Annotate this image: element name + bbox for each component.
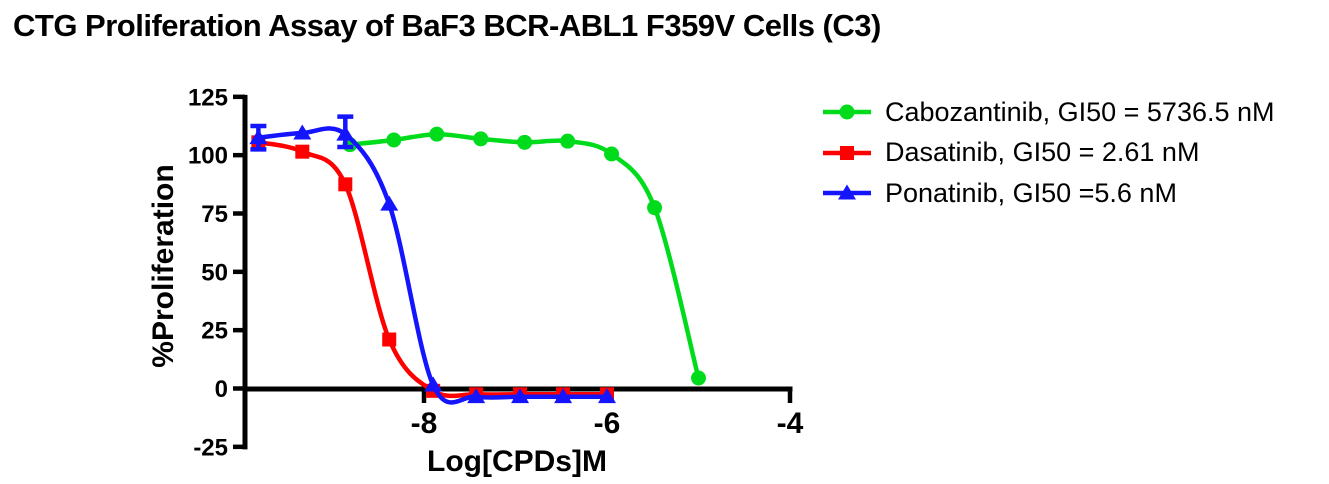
plot-area: 125 100 75 50 25 0 -25 -8 -6 -4	[188, 84, 804, 461]
data-point-ponatinib	[249, 129, 268, 145]
data-point-cabozantinib	[429, 126, 445, 142]
x-tick-label: -8	[411, 407, 438, 440]
data-point-ponatinib	[336, 125, 355, 141]
series-curve-ponatinib	[256, 126, 610, 405]
circle-marker-icon	[823, 104, 871, 120]
data-point-dasatinib	[338, 177, 353, 192]
legend-label-ponatinib: Ponatinib, GI50 =5.6 nM	[885, 177, 1177, 208]
legend-item-dasatinib: Dasatinib, GI50 = 2.61 nM	[822, 133, 1275, 174]
data-point-cabozantinib	[517, 134, 533, 150]
data-point-dasatinib	[382, 332, 397, 347]
data-point-cabozantinib	[560, 133, 576, 149]
legend-item-cabozantinib: Cabozantinib, GI50 = 5736.5 nM	[822, 92, 1275, 133]
data-point-ponatinib	[598, 388, 616, 404]
data-point-dasatinib	[295, 144, 310, 159]
data-point-cabozantinib	[473, 131, 489, 147]
legend-label-dasatinib: Dasatinib, GI50 = 2.61 nM	[885, 137, 1200, 168]
triangle-marker-icon	[823, 184, 871, 200]
y-tick-label: 50	[201, 259, 228, 286]
x-tick-label: -6	[594, 407, 621, 440]
square-marker-icon	[823, 145, 871, 160]
legend-label-cabozantinib: Cabozantinib, GI50 = 5736.5 nM	[885, 96, 1275, 127]
y-tick-label: 125	[188, 84, 228, 111]
x-tick-label: -4	[777, 407, 804, 440]
y-tick-label: 100	[188, 143, 228, 170]
series-curve-dasatinib	[256, 140, 610, 399]
data-point-ponatinib	[467, 388, 486, 404]
data-point-cabozantinib	[647, 200, 663, 216]
legend: Cabozantinib, GI50 = 5736.5 nM Dasatinib,…	[822, 92, 1275, 214]
data-point-ponatinib	[554, 388, 573, 404]
data-point-ponatinib	[511, 388, 530, 404]
y-tick-label: 0	[215, 376, 228, 403]
data-point-cabozantinib	[691, 370, 706, 386]
y-tick-label: -25	[193, 434, 228, 461]
legend-item-ponatinib: Ponatinib, GI50 =5.6 nM	[822, 173, 1275, 214]
data-point-ponatinib	[424, 376, 443, 392]
y-tick-label: 75	[201, 201, 228, 228]
y-tick-label: 25	[201, 318, 228, 345]
chart-title: CTG Proliferation Assay of BaF3 BCR-ABL1…	[13, 8, 881, 43]
data-point-cabozantinib	[604, 146, 620, 162]
y-axis-label: %Proliferation	[147, 164, 180, 367]
data-point-ponatinib	[293, 124, 312, 140]
data-point-ponatinib	[380, 195, 399, 211]
x-axis-label: Log[CPDs]M	[427, 445, 607, 478]
data-point-cabozantinib	[386, 132, 402, 148]
